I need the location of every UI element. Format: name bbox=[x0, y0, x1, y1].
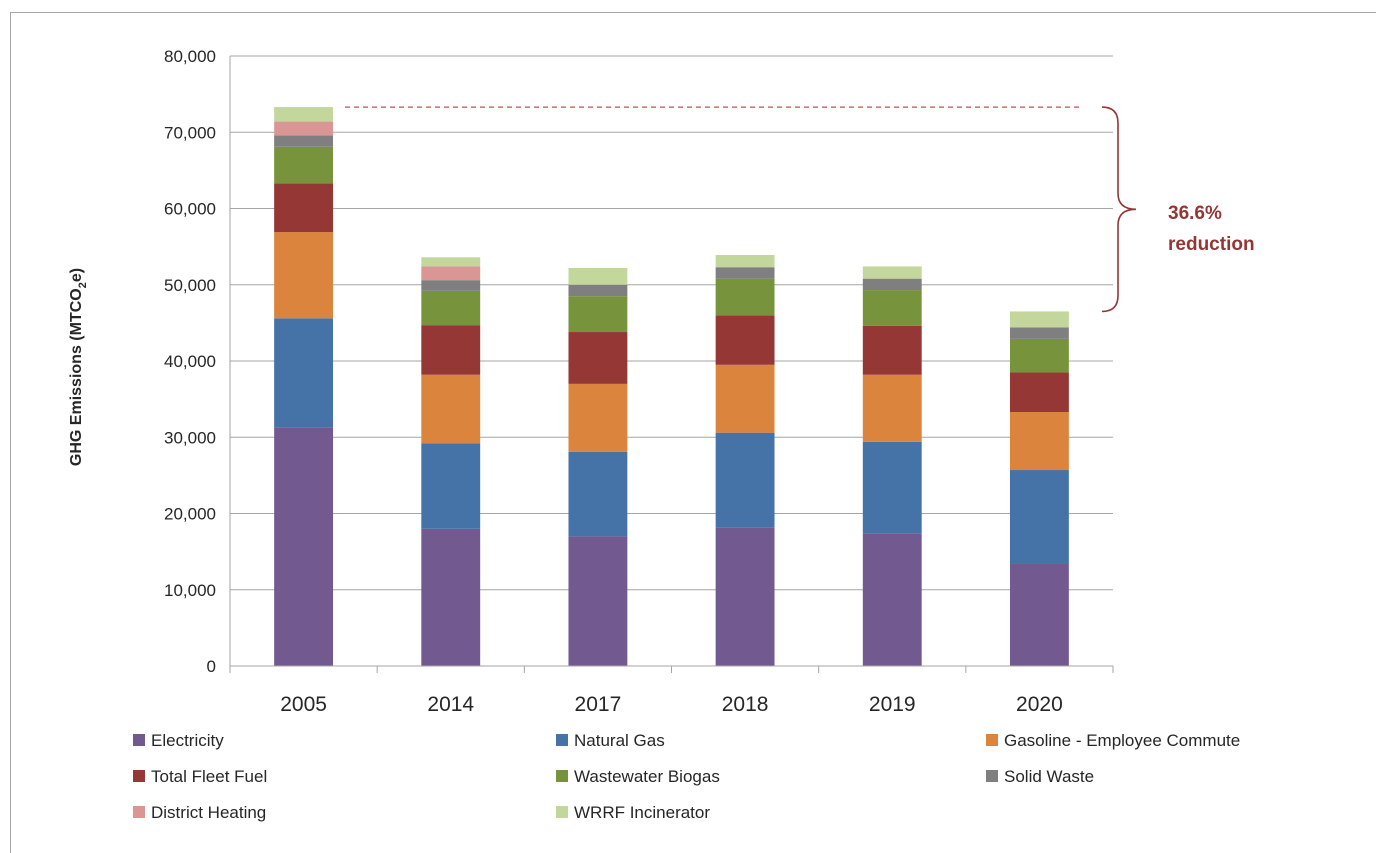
bar-segment bbox=[1009, 470, 1069, 564]
bar-segment bbox=[568, 284, 628, 297]
y-axis-label-sub: 2 bbox=[77, 282, 89, 288]
bar-segment bbox=[274, 107, 334, 122]
bar-segment bbox=[862, 533, 922, 666]
bar-segment bbox=[862, 278, 922, 291]
legend-label: Wastewater Biogas bbox=[574, 767, 720, 786]
bar-segment bbox=[568, 383, 628, 452]
y-axis-label-main: GHG Emissions (MTCO bbox=[68, 288, 85, 466]
legend-label: Total Fleet Fuel bbox=[151, 767, 267, 786]
bar-segment bbox=[715, 278, 775, 316]
y-tick-label: 20,000 bbox=[164, 505, 216, 524]
bar-segment bbox=[1009, 372, 1069, 413]
bar-segment bbox=[862, 441, 922, 534]
bar-segment bbox=[274, 427, 334, 666]
bar-segment bbox=[568, 332, 628, 384]
x-tick-label: 2020 bbox=[1016, 693, 1063, 716]
bar-segment bbox=[715, 527, 775, 666]
reduction-annotation: 36.6% reduction bbox=[345, 106, 1255, 313]
bar-segment bbox=[421, 443, 481, 529]
reduction-text-label: reduction bbox=[1168, 234, 1255, 255]
bar-segment bbox=[715, 364, 775, 433]
bar-segment bbox=[862, 325, 922, 375]
bar-segment bbox=[715, 267, 775, 279]
y-tick-label: 0 bbox=[207, 657, 216, 676]
x-tick-label: 2019 bbox=[869, 693, 916, 716]
legend: Electricity Natural Gas Gasoline - Employe… bbox=[133, 731, 1240, 822]
y-tick-label: 10,000 bbox=[164, 581, 216, 600]
bar-segment bbox=[715, 255, 775, 268]
legend-swatch bbox=[986, 734, 998, 746]
y-tick-label: 50,000 bbox=[164, 276, 216, 295]
legend-swatch bbox=[133, 734, 145, 746]
legend-swatch bbox=[556, 734, 568, 746]
bar-segment bbox=[862, 290, 922, 326]
y-axis-label-tail: e) bbox=[68, 268, 85, 282]
bars bbox=[274, 107, 1069, 666]
bar-segment bbox=[568, 296, 628, 333]
y-tick-label: 60,000 bbox=[164, 200, 216, 219]
x-tick-label: 2014 bbox=[427, 693, 474, 716]
legend-swatch bbox=[556, 770, 568, 782]
bar-segment bbox=[715, 432, 775, 528]
bar-segment bbox=[862, 266, 922, 279]
bar-segment bbox=[568, 536, 628, 666]
bar-segment bbox=[421, 325, 481, 375]
bar-segment bbox=[274, 183, 334, 233]
bar-segment bbox=[1009, 563, 1069, 666]
bar-segment bbox=[421, 528, 481, 666]
bar-segment bbox=[274, 232, 334, 319]
bar-segment bbox=[568, 267, 628, 285]
y-tick-label: 30,000 bbox=[164, 428, 216, 447]
bar-segment bbox=[421, 280, 481, 291]
bar-segment bbox=[421, 257, 481, 267]
bar-segment bbox=[1009, 412, 1069, 471]
axes: 0 10,000 20,000 30,000 40,000 50,000 60,000 70,… bbox=[164, 47, 1114, 716]
bar-segment bbox=[421, 374, 481, 444]
legend-label: Electricity bbox=[151, 731, 224, 750]
x-tick-label: 2017 bbox=[575, 693, 622, 716]
bar-segment bbox=[1009, 338, 1069, 373]
x-tick-label: 2005 bbox=[280, 693, 327, 716]
bar-segment bbox=[862, 374, 922, 442]
legend-swatch bbox=[133, 806, 145, 818]
bar-segment bbox=[274, 318, 334, 428]
legend-swatch bbox=[556, 806, 568, 818]
reduction-brace bbox=[1101, 106, 1137, 313]
bar-segment bbox=[421, 266, 481, 281]
legend-swatch bbox=[986, 770, 998, 782]
legend-label: District Heating bbox=[151, 803, 266, 822]
y-axis-label: GHG Emissions (MTCO2e) bbox=[68, 268, 89, 466]
bar-segment bbox=[274, 121, 334, 136]
chart-frame bbox=[10, 12, 1376, 853]
bar-segment bbox=[715, 315, 775, 365]
legend-swatch bbox=[133, 770, 145, 782]
legend-label: Natural Gas bbox=[574, 731, 665, 750]
reduction-percent-label: 36.6% bbox=[1168, 203, 1222, 224]
legend-label: Gasoline - Employee Commute bbox=[1004, 731, 1240, 750]
bar-segment bbox=[1009, 311, 1069, 328]
bar-segment bbox=[421, 290, 481, 326]
legend-label: Solid Waste bbox=[1004, 767, 1094, 786]
bar-segment bbox=[1009, 327, 1069, 339]
y-tick-label: 70,000 bbox=[164, 123, 216, 142]
gridlines bbox=[230, 55, 1113, 591]
y-tick-label: 40,000 bbox=[164, 352, 216, 371]
y-tick-label: 80,000 bbox=[164, 47, 216, 66]
bar-segment bbox=[568, 451, 628, 537]
legend-label: WRRF Incinerator bbox=[574, 803, 710, 822]
x-tick-label: 2018 bbox=[722, 693, 769, 716]
bar-segment bbox=[274, 146, 334, 184]
bar-segment bbox=[274, 135, 334, 147]
